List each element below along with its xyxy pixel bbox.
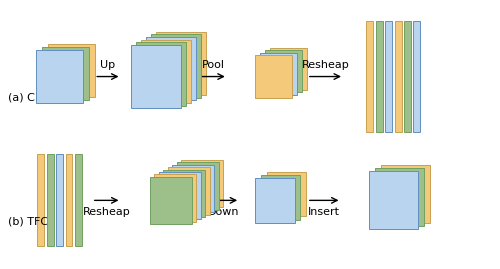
Bar (136, 42, 186, 105)
Bar (159, 172, 201, 219)
Bar (380, 165, 430, 223)
Bar (75, 154, 82, 246)
Bar (374, 168, 424, 226)
Bar (141, 40, 190, 103)
Bar (36, 50, 83, 103)
Bar (267, 172, 306, 217)
Text: Resheap: Resheap (302, 60, 350, 70)
Bar (414, 21, 420, 132)
Bar (376, 21, 383, 132)
Bar (265, 50, 302, 92)
Bar (56, 154, 63, 246)
Text: Down: Down (208, 207, 240, 217)
Bar (151, 34, 200, 98)
Bar (366, 21, 374, 132)
Bar (172, 165, 214, 212)
Bar (132, 45, 181, 108)
Bar (255, 55, 292, 98)
Bar (154, 174, 196, 222)
Bar (394, 21, 402, 132)
Text: Insert: Insert (308, 207, 340, 217)
Bar (150, 177, 192, 224)
Text: Resheap: Resheap (82, 207, 130, 217)
Bar (255, 178, 294, 223)
Bar (47, 154, 54, 246)
Text: (a) CFC: (a) CFC (8, 93, 48, 102)
Bar (181, 160, 223, 207)
Bar (261, 175, 300, 220)
Bar (146, 37, 196, 100)
Bar (270, 48, 307, 90)
Bar (38, 154, 44, 246)
Bar (42, 47, 89, 100)
Bar (48, 44, 95, 97)
Text: (b) TFC: (b) TFC (8, 217, 48, 226)
Bar (66, 154, 72, 246)
Bar (368, 171, 418, 229)
Bar (385, 21, 392, 132)
Bar (404, 21, 411, 132)
Text: Up: Up (100, 60, 116, 70)
Bar (156, 32, 206, 95)
Bar (260, 53, 297, 95)
Text: Pool: Pool (202, 60, 224, 70)
Bar (163, 169, 206, 217)
Bar (168, 167, 209, 215)
Bar (176, 162, 218, 210)
